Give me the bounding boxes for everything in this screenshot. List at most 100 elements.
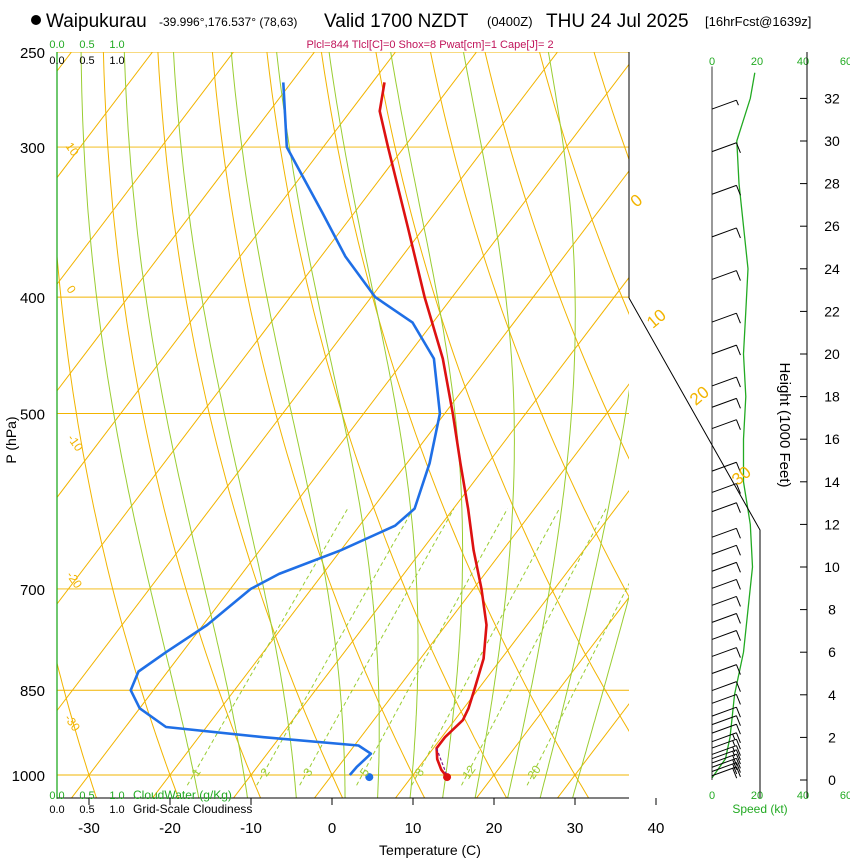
utc-time: (0400Z) <box>487 14 533 29</box>
isotherm-line <box>556 31 850 801</box>
cloudwater-label: CloudWater (g/Kg) <box>133 788 232 802</box>
wind-barb-flag <box>736 228 740 238</box>
wind-barb <box>712 271 740 281</box>
moist-adiabat-line <box>507 31 575 801</box>
wind-barb <box>712 228 740 238</box>
height-tick-label: 26 <box>824 218 840 234</box>
plot-area <box>0 31 850 801</box>
wind-barb-staff <box>712 579 736 588</box>
wind-barb <box>712 694 740 704</box>
wind-barb-flag <box>736 596 740 606</box>
x-tick-label: 0 <box>328 820 336 837</box>
wind-barb <box>712 648 740 658</box>
wind-barb-staff <box>712 631 736 640</box>
speed-top-tick: 60 <box>840 56 850 68</box>
wind-barb-staff <box>712 528 736 537</box>
height-tick-label: 10 <box>824 559 840 575</box>
wind-barb-staff <box>712 271 736 280</box>
x-tick-label: -20 <box>159 820 181 837</box>
height-tick-label: 6 <box>828 644 836 660</box>
wind-barb-flag <box>736 398 740 408</box>
wind-barb-flag <box>736 631 740 641</box>
dry-adiabat-label: 20 <box>686 382 713 409</box>
dewpoint-profile-line <box>131 82 440 775</box>
wind-barb-flag <box>736 271 740 281</box>
height-tick-label: 12 <box>824 516 840 532</box>
wind-barb-flag <box>736 345 740 355</box>
mixing-ratio-label: 3 <box>300 765 315 779</box>
mixing-ratio-label: 20 <box>525 762 544 781</box>
wind-barb-staff <box>712 185 736 194</box>
dry-adiabat-label: 0 <box>627 190 646 211</box>
cloudiness-bottom-tick: 1.0 <box>109 804 124 816</box>
height-axis-label: Height (1000 Feet) <box>776 362 793 487</box>
cloudwater-bottom-tick: 0.0 <box>49 790 64 802</box>
wind-barb-flag <box>736 648 740 658</box>
moist-adiabat-line <box>172 31 296 801</box>
height-tick-label: 18 <box>824 389 840 405</box>
height-tick-label: 2 <box>828 729 836 745</box>
cloudiness-bottom-tick: 0.0 <box>49 804 64 816</box>
wind-barb-flag <box>736 694 740 704</box>
wind-barb <box>712 613 740 623</box>
isotherm-label: 10 <box>63 140 82 159</box>
wind-barb <box>712 545 740 555</box>
wind-barb-staff <box>712 484 736 493</box>
valid-date: THU 24 Jul 2025 <box>546 11 689 32</box>
wind-barb-staff <box>712 228 736 237</box>
forecast-info: [16hrFcst@1639z] <box>705 14 811 29</box>
mixing-ratio-label: 2 <box>257 765 272 779</box>
cloudwater-top-tick: 0.0 <box>49 39 64 51</box>
wind-barb-flag <box>736 528 740 538</box>
wind-barb <box>712 631 740 641</box>
mixing-ratio-label: 1 <box>188 765 203 779</box>
dry-adiabat-line <box>0 31 15 801</box>
speed-bottom-tick: 60 <box>840 790 850 802</box>
wind-barb-flag <box>736 579 740 589</box>
wind-barb <box>712 143 740 153</box>
wind-barb <box>712 562 740 572</box>
wind-speed-line <box>712 73 755 778</box>
wind-barb <box>712 313 740 323</box>
height-tick-label: 0 <box>828 772 836 788</box>
height-tick-label: 32 <box>824 90 840 106</box>
wind-barb-flag <box>736 707 740 717</box>
dry-adiabat-line <box>103 31 262 801</box>
wind-barb <box>712 739 740 749</box>
dry-adiabat-line <box>265 31 508 801</box>
wind-barb-staff <box>712 100 736 109</box>
speed-top-tick: 0 <box>709 56 715 68</box>
mixing-ratio-label: 12 <box>459 762 478 781</box>
wind-barb <box>712 100 738 109</box>
wind-barb-staff <box>712 682 736 691</box>
cloudwater-bottom-tick: 1.0 <box>109 790 124 802</box>
isotherm-label: 0 <box>64 283 79 297</box>
isotherm-line <box>0 31 412 801</box>
pressure-tick-label: 1000 <box>12 768 45 785</box>
moist-adiabat-line <box>540 31 648 801</box>
sounding-params: Plcl=844 Tlcl[C]=0 Shox=8 Pwat[cm]=1 Cap… <box>306 39 553 51</box>
cloudiness-top-tick: 0.5 <box>79 55 94 67</box>
height-tick-label: 30 <box>824 133 840 149</box>
cloudiness-label: Grid-Scale Cloudiness <box>133 802 252 816</box>
cloudiness-top-tick: 0.0 <box>49 55 64 67</box>
wind-barb-staff <box>712 503 736 512</box>
pressure-tick-label: 300 <box>20 140 45 157</box>
wind-barb <box>712 528 740 538</box>
x-tick-label: 40 <box>648 820 665 837</box>
x-tick-label: 20 <box>486 820 503 837</box>
wind-barb-staff <box>712 562 736 571</box>
wind-barb <box>712 503 740 513</box>
x-axis-label: Temperature (C) <box>379 842 481 858</box>
height-tick-label: 28 <box>824 176 840 192</box>
wind-barb-flag <box>736 503 740 513</box>
pressure-tick-label: 700 <box>20 582 45 599</box>
speed-bottom-tick: 0 <box>709 790 715 802</box>
wind-barb-half-flag <box>733 741 735 746</box>
pressure-tick-label: 850 <box>20 683 45 700</box>
wind-barb-flag <box>736 613 740 623</box>
wind-barb <box>712 733 740 743</box>
wind-barb-flag <box>736 682 740 692</box>
wind-barb-staff <box>712 665 736 674</box>
